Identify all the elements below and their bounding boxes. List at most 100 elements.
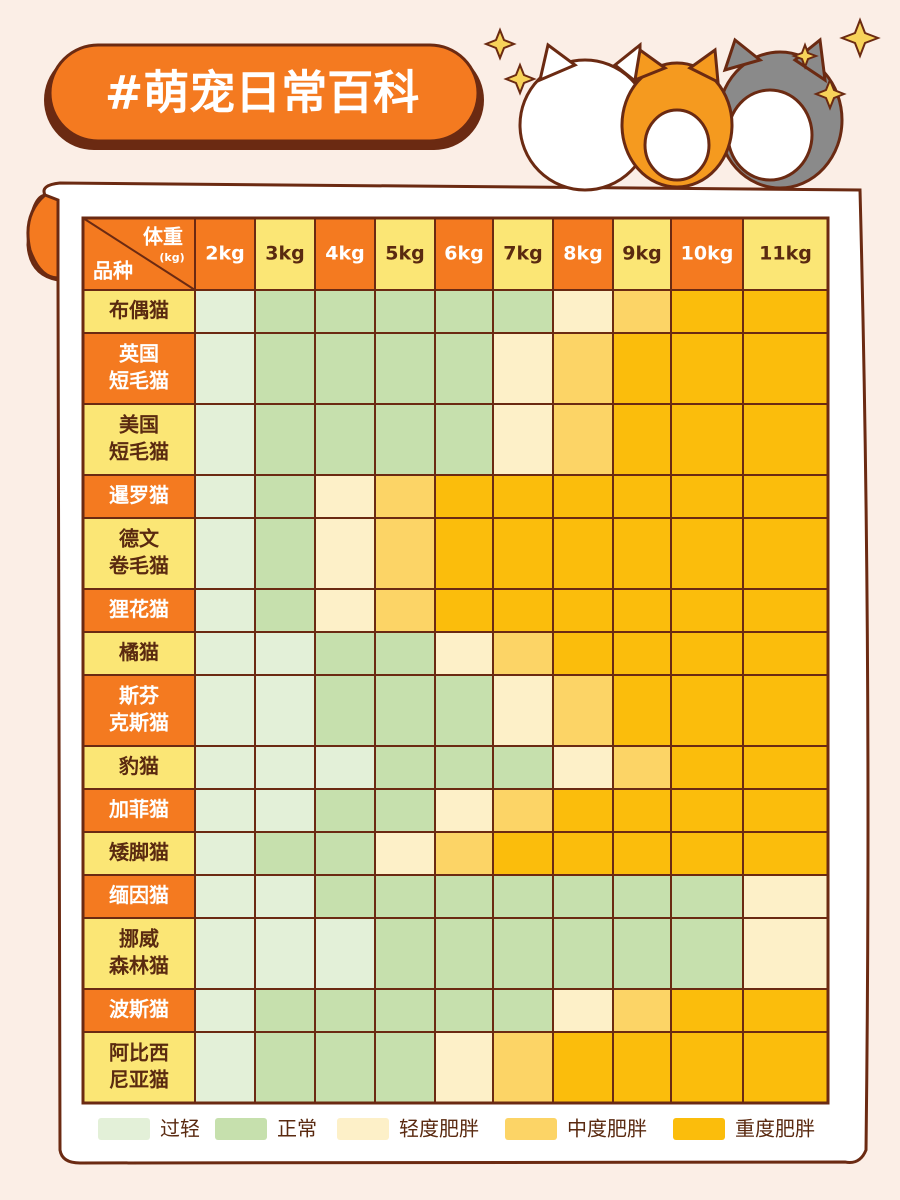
weight-cell — [375, 589, 435, 632]
weight-cell — [493, 875, 553, 918]
breed-label: 短毛猫 — [109, 440, 169, 464]
weight-cell — [435, 675, 493, 746]
weight-cell — [435, 789, 493, 832]
row-header — [83, 832, 195, 875]
weight-cell — [375, 1032, 435, 1103]
weight-cell — [613, 789, 671, 832]
weight-cell — [375, 632, 435, 675]
weight-cell — [743, 518, 828, 589]
breed-label: 挪威 — [119, 927, 159, 951]
weight-cell — [493, 832, 553, 875]
column-header — [743, 218, 828, 290]
breed-label: 卷毛猫 — [109, 554, 169, 578]
column-label: 7kg — [503, 243, 542, 265]
weight-cell — [435, 475, 493, 518]
column-label: 5kg — [385, 243, 424, 265]
row-header — [83, 333, 195, 404]
scroll-roll — [26, 193, 60, 280]
weight-cell — [375, 746, 435, 789]
column-header — [553, 218, 613, 290]
weight-cell — [375, 789, 435, 832]
weight-cell — [315, 746, 375, 789]
weight-cell — [195, 746, 255, 789]
weight-cell — [195, 333, 255, 404]
weight-cell — [195, 875, 255, 918]
weight-cell — [613, 632, 671, 675]
breed-label: 阿比西 — [109, 1041, 169, 1065]
column-label: 10kg — [681, 243, 734, 265]
weight-cell — [553, 989, 613, 1032]
weight-cell — [613, 475, 671, 518]
weight-cell — [375, 875, 435, 918]
weight-cell — [255, 989, 315, 1032]
column-header — [435, 218, 493, 290]
weight-cell — [671, 333, 743, 404]
cats — [518, 37, 844, 192]
weight-cell — [195, 632, 255, 675]
corner-breed: 品种 — [93, 259, 133, 283]
weight-cell — [553, 632, 613, 675]
weight-cell — [671, 675, 743, 746]
weight-cell — [195, 1032, 255, 1103]
weight-cell — [493, 404, 553, 475]
weight-cell — [315, 333, 375, 404]
weight-cell — [435, 290, 493, 333]
column-header — [315, 218, 375, 290]
weight-cell — [743, 475, 828, 518]
weight-cell — [315, 675, 375, 746]
weight-cell — [315, 475, 375, 518]
weight-cell — [255, 875, 315, 918]
weight-cell — [743, 875, 828, 918]
breed-label: 尼亚猫 — [109, 1068, 169, 1092]
weight-cell — [493, 989, 553, 1032]
weight-cell — [375, 475, 435, 518]
weight-cell — [553, 918, 613, 989]
column-header — [493, 218, 553, 290]
legend-label: 过轻 — [160, 1117, 200, 1141]
corner-diagonal — [82, 217, 196, 291]
weight-cell — [493, 675, 553, 746]
weight-cell — [435, 989, 493, 1032]
weight-cell — [553, 333, 613, 404]
weight-cell — [315, 632, 375, 675]
weight-cell — [375, 404, 435, 475]
weight-cell — [553, 475, 613, 518]
breed-label: 布偶猫 — [109, 298, 169, 322]
weight-cell — [613, 746, 671, 789]
breed-label: 短毛猫 — [109, 369, 169, 393]
weight-cell — [743, 832, 828, 875]
weight-cell — [195, 404, 255, 475]
weight-cell — [671, 746, 743, 789]
weight-cell — [671, 518, 743, 589]
row-header — [83, 918, 195, 989]
weight-cell — [743, 1032, 828, 1103]
weight-cell — [671, 875, 743, 918]
weight-cell — [743, 789, 828, 832]
breed-label: 橘猫 — [119, 640, 159, 664]
legend-swatch — [98, 1118, 150, 1140]
weight-cell — [255, 404, 315, 475]
weight-cell — [315, 404, 375, 475]
weight-cell — [435, 632, 493, 675]
weight-cell — [255, 518, 315, 589]
weight-cell — [613, 404, 671, 475]
weight-cell — [613, 333, 671, 404]
column-label: 8kg — [563, 243, 602, 265]
weight-cell — [195, 475, 255, 518]
weight-cell — [315, 789, 375, 832]
title: #萌宠日常百科 — [105, 66, 420, 120]
row-header — [83, 1032, 195, 1103]
weight-cell — [255, 589, 315, 632]
weight-cell — [315, 518, 375, 589]
weight-cell — [315, 832, 375, 875]
weight-cell — [743, 290, 828, 333]
weight-cell — [553, 1032, 613, 1103]
weight-cell — [435, 875, 493, 918]
weight-cell — [375, 675, 435, 746]
weight-cell — [255, 333, 315, 404]
weight-cell — [553, 290, 613, 333]
legend-swatch — [337, 1118, 389, 1140]
row-header — [83, 404, 195, 475]
weight-cell — [671, 989, 743, 1032]
